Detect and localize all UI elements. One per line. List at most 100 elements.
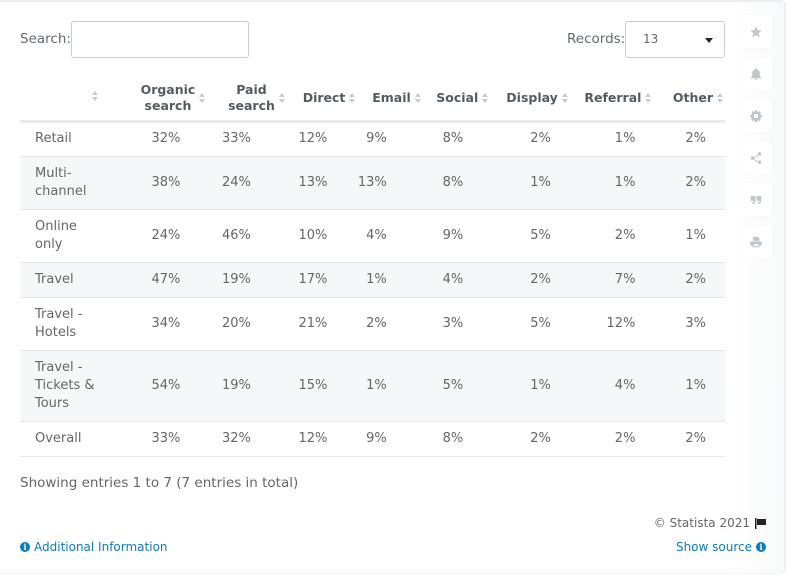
table-cell: 19% [207,350,287,422]
table-cell: 3% [422,297,491,351]
column-header-email[interactable]: Email [357,77,423,123]
table-cell: 13% [357,156,423,210]
print-button[interactable] [739,225,772,258]
sort-icon [198,92,207,104]
quote-icon [750,195,761,204]
sort-icon [348,92,357,104]
sort-icon [644,92,653,104]
records-select[interactable]: 13 [625,21,725,58]
table-cell: 32% [100,121,208,157]
table-cell: 4% [422,262,491,298]
table-cell: 13% [286,156,358,210]
row-label: Travel - Hotels [20,297,101,351]
table-cell: 15% [286,350,358,422]
column-header-organic-search[interactable]: Organic search [100,77,208,123]
table-row: Multi-channel 38% 24% 13% 13% 8% 1% 1% 2% [20,156,725,210]
star-icon [749,25,762,37]
table-cell: 1% [569,121,654,157]
table-cell: 2% [653,421,725,457]
table-cell: 1% [490,350,570,422]
table-cell: 1% [653,209,725,263]
table-row: Travel - Hotels 34% 20% 21% 2% 3% 5% 12% 3% [20,297,725,351]
search-label: Search: [20,31,71,47]
table-cell: 2% [490,421,570,457]
table-cell: 12% [286,421,358,457]
search-input[interactable] [71,21,249,58]
favorite-button[interactable] [739,15,772,48]
table-cell: 7% [569,262,654,298]
side-toolbar-background [730,2,784,572]
table-cell: 20% [207,297,287,351]
table-cell: 2% [490,121,570,157]
table-cell: 38% [100,156,208,210]
additional-information-link[interactable]: i Additional Information [20,540,168,554]
column-header-social[interactable]: Social [422,77,491,123]
share-icon [750,151,761,164]
row-label: Retail [20,121,101,157]
table-cell: 1% [569,156,654,210]
data-table: Organic search Paid search Direct Email So… [20,77,725,457]
table-cell: 1% [357,262,423,298]
row-label: Online only [20,209,101,263]
table-row: Online only 24% 46% 10% 4% 9% 5% 2% 1% [20,209,725,263]
table-cell: 2% [357,297,423,351]
row-label: Travel - Tickets & Tours [20,350,101,422]
table-cell: 1% [490,156,570,210]
settings-button[interactable] [739,99,772,132]
show-source-link[interactable]: Show source i [676,540,766,554]
table-row: Travel 47% 19% 17% 1% 4% 2% 7% 2% [20,262,725,298]
table-cell: 1% [653,350,725,422]
table-cell: 46% [207,209,287,263]
table-cell: 17% [286,262,358,298]
table-cell: 10% [286,209,358,263]
sort-icon [716,92,725,104]
share-button[interactable] [739,141,772,174]
info-icon: i [20,542,30,552]
table-cell: 3% [653,297,725,351]
table-cell: 2% [653,262,725,298]
records-label: Records: [567,31,626,47]
table-cell: 19% [207,262,287,298]
citation-button[interactable] [739,183,772,216]
gear-icon [749,109,762,122]
table-cell: 9% [357,421,423,457]
print-icon [749,236,762,247]
bell-icon [750,67,761,80]
table-cell: 5% [490,209,570,263]
column-header-category[interactable] [20,77,101,123]
caret-down-icon [705,38,713,43]
table-cell: 9% [422,209,491,263]
row-label: Travel [20,262,101,298]
sort-icon [481,92,490,104]
flag-icon[interactable] [755,517,767,529]
table-cell: 24% [100,209,208,263]
row-label: Multi-channel [20,156,101,210]
table-cell: 2% [569,421,654,457]
sort-icon [561,92,570,104]
row-label: Overall [20,421,101,457]
notification-button[interactable] [739,57,772,90]
table-cell: 9% [357,121,423,157]
sort-icon [278,92,287,104]
table-cell: 2% [490,262,570,298]
records-value: 13 [643,32,659,46]
column-header-paid-search[interactable]: Paid search [207,77,287,123]
sort-icon [91,90,100,102]
table-row: Overall 33% 32% 12% 9% 8% 2% 2% 2% [20,421,725,457]
table-cell: 33% [100,421,208,457]
table-cell: 33% [207,121,287,157]
entries-count-text: Showing entries 1 to 7 (7 entries in tot… [20,475,299,491]
table-header-row: Organic search Paid search Direct Email So… [20,77,725,123]
table-cell: 2% [569,209,654,263]
table-row: Retail 32% 33% 12% 9% 8% 2% 1% 2% [20,121,725,157]
table-cell: 24% [207,156,287,210]
column-header-display[interactable]: Display [490,77,570,123]
table-cell: 8% [422,121,491,157]
column-header-other[interactable]: Other [653,77,725,123]
column-header-direct[interactable]: Direct [286,77,358,123]
table-cell: 32% [207,421,287,457]
column-header-referral[interactable]: Referral [569,77,654,123]
table-cell: 54% [100,350,208,422]
table-row: Travel - Tickets & Tours 54% 19% 15% 1% 5% 1% 4… [20,350,725,422]
table-cell: 8% [422,421,491,457]
